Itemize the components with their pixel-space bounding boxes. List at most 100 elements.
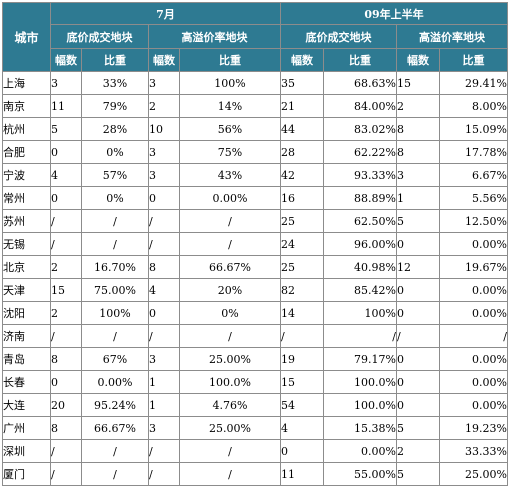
table-row: 深圳 / / //0 0.00% 2 33.33% <box>2 439 508 463</box>
july-premium-ratio: 25.00% <box>179 416 281 440</box>
land-transaction-table: 城市 7月 09年上半年 底价成交地块 高溢价率地块 底价成交地块 高溢价率地块… <box>2 2 508 486</box>
july-premium-count: 1 <box>148 370 180 394</box>
h1-premium-ratio: 12.50% <box>439 209 508 233</box>
city-cell: 上海 <box>2 71 51 95</box>
city-cell: 杭州 <box>2 117 51 141</box>
july-floor-count: 11 <box>50 94 82 118</box>
july-premium-ratio: 56% <box>179 117 281 141</box>
july-premium-count: 3 <box>148 140 180 164</box>
h1-floor-count: 16 <box>280 186 324 210</box>
july-floor-count: 5 <box>50 117 82 141</box>
july-premium-ratio: / <box>179 462 281 486</box>
table-row: 天津 15 75.00% 4 20% 82 85.42% 0 0.00% <box>2 278 508 302</box>
table-row: 南京 11 79% 2 14% 21 84.00% 2 8.00% <box>2 94 508 118</box>
h1-floor-count: 44 <box>280 117 324 141</box>
july-premium-count: 3 <box>148 71 180 95</box>
table-row: 宁波 4 57% 3 43% 42 93.33% 3 6.67% <box>2 163 508 187</box>
h1-premium-count: 5 <box>396 416 440 440</box>
header-row-period: 城市 7月 09年上半年 <box>2 2 508 72</box>
july-premium-ratio: 25.00% <box>179 347 281 371</box>
h1-floor-count: 0 <box>280 439 324 463</box>
h1-floor-ratio: 100% <box>323 301 397 325</box>
city-cell: 北京 <box>2 255 51 279</box>
h1-premium-count: 8 <box>396 117 440 141</box>
july-premium-count: / <box>148 439 180 463</box>
july-premium-ratio: 4.76% <box>179 393 281 417</box>
july-premium-count: / <box>148 324 180 348</box>
july-floor-count: / <box>50 324 82 348</box>
city-cell: 深圳 <box>2 439 51 463</box>
h1-floor-header: 底价成交地块 <box>280 24 397 49</box>
h1-premium-ratio: 33.33% <box>439 439 508 463</box>
city-cell: 广州 <box>2 416 51 440</box>
h1-premium-count: 8 <box>396 140 440 164</box>
h1-floor-count: 21 <box>280 94 324 118</box>
july-floor-ratio: 67% <box>81 347 149 371</box>
july-premium-ratio: / <box>179 209 281 233</box>
table-row: 无锡 / / //24 96.00% 0 0.00% <box>2 232 508 256</box>
city-cell: 青岛 <box>2 347 51 371</box>
city-cell: 无锡 <box>2 232 51 256</box>
july-premium-ratio: 43% <box>179 163 281 187</box>
july-premium-count: / <box>148 462 180 486</box>
july-premium-ratio: 100% <box>179 71 281 95</box>
ratio-header: 比重 <box>179 48 281 72</box>
h1-premium-count: 0 <box>396 301 440 325</box>
h1-floor-count: 14 <box>280 301 324 325</box>
table-row: 沈阳 2 100% 0 0% 14 100% 0 0.00% <box>2 301 508 325</box>
h1-floor-count: 11 <box>280 462 324 486</box>
city-cell: 合肥 <box>2 140 51 164</box>
july-floor-count: / <box>50 439 82 463</box>
h1-floor-ratio: 40.98% <box>323 255 397 279</box>
july-floor-count: 8 <box>50 347 82 371</box>
july-floor-ratio: 75.00% <box>81 278 149 302</box>
table-row: 常州 0 0% 0 0.00% 16 88.89% 1 5.56% <box>2 186 508 210</box>
city-cell: 南京 <box>2 94 51 118</box>
h1-premium-ratio: 19.23% <box>439 416 508 440</box>
h1-floor-count: 54 <box>280 393 324 417</box>
h1-floor-count: 15 <box>280 370 324 394</box>
july-floor-ratio: 0% <box>81 140 149 164</box>
h1-floor-ratio: 96.00% <box>323 232 397 256</box>
july-premium-ratio: / <box>179 232 281 256</box>
h1-floor-ratio: 83.02% <box>323 117 397 141</box>
july-premium-ratio: 14% <box>179 94 281 118</box>
h1-premium-ratio: 25.00% <box>439 462 508 486</box>
table-header: 城市 7月 09年上半年 底价成交地块 高溢价率地块 底价成交地块 高溢价率地块… <box>2 2 508 72</box>
h1-premium-ratio: 17.78% <box>439 140 508 164</box>
july-floor-ratio: / <box>81 232 149 256</box>
header-row-metric: 幅数 比重 幅数 比重 幅数 比重 幅数 比重 <box>3 48 508 72</box>
july-premium-count: 3 <box>148 347 180 371</box>
h1-premium-ratio: 29.41% <box>439 71 508 95</box>
july-premium-count: / <box>148 232 180 256</box>
h1-premium-count: / <box>396 324 440 348</box>
city-cell: 济南 <box>2 324 51 348</box>
july-premium-ratio: 75% <box>179 140 281 164</box>
july-premium-ratio: 20% <box>179 278 281 302</box>
h1-2009-header: 09年上半年 <box>280 2 508 25</box>
july-floor-count: / <box>50 232 82 256</box>
h1-premium-ratio: / <box>439 324 508 348</box>
h1-floor-ratio: 85.42% <box>323 278 397 302</box>
h1-floor-ratio: 88.89% <box>323 186 397 210</box>
h1-floor-count: 24 <box>280 232 324 256</box>
city-cell: 大连 <box>2 393 51 417</box>
july-premium-ratio: 66.67% <box>179 255 281 279</box>
july-premium-ratio: 100.0% <box>179 370 281 394</box>
july-floor-count: 3 <box>50 71 82 95</box>
july-floor-ratio: 0% <box>81 186 149 210</box>
h1-premium-ratio: 0.00% <box>439 347 508 371</box>
h1-premium-count: 1 <box>396 186 440 210</box>
h1-premium-count: 12 <box>396 255 440 279</box>
h1-premium-count: 2 <box>396 439 440 463</box>
city-cell: 厦门 <box>2 462 51 486</box>
table-row: 苏州 / / //25 62.50% 5 12.50% <box>2 209 508 233</box>
july-floor-ratio: 0.00% <box>81 370 149 394</box>
table-row: 上海 3 33% 3 100% 35 68.63% 15 29.41% <box>2 71 508 95</box>
july-floor-ratio: / <box>81 439 149 463</box>
h1-premium-ratio: 0.00% <box>439 370 508 394</box>
h1-premium-count: 0 <box>396 347 440 371</box>
h1-floor-ratio: 68.63% <box>323 71 397 95</box>
h1-floor-ratio: 62.22% <box>323 140 397 164</box>
july-floor-count: 0 <box>50 370 82 394</box>
